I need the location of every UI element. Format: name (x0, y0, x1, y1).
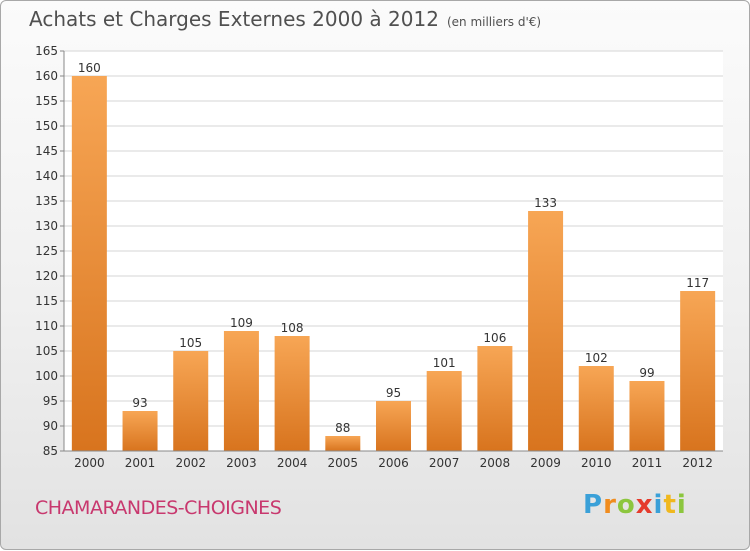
y-tick-label: 140 (35, 169, 58, 183)
data-label: 160 (78, 61, 101, 75)
x-tick-label: 2001 (125, 456, 156, 470)
y-tick-label: 110 (35, 319, 58, 333)
data-label: 133 (534, 196, 557, 210)
x-tick-label: 2003 (226, 456, 257, 470)
y-tick-label: 85 (43, 444, 58, 458)
x-tick-label: 2000 (74, 456, 105, 470)
bars (71, 76, 716, 451)
y-tick-label: 130 (35, 219, 58, 233)
x-tick-label: 2006 (378, 456, 409, 470)
y-tick-label: 90 (43, 419, 58, 433)
bar-2006 (376, 401, 411, 451)
logo-letter: t (663, 490, 677, 520)
x-tick-label: 2005 (328, 456, 359, 470)
y-tick-label: 115 (35, 294, 58, 308)
x-tick-label: 2004 (277, 456, 308, 470)
data-label: 102 (585, 351, 608, 365)
bar-2011 (629, 381, 665, 451)
data-label: 93 (132, 396, 147, 410)
bar-2012 (680, 291, 716, 451)
y-tick-label: 165 (35, 44, 58, 58)
bar-2009 (528, 211, 564, 451)
x-tick-label: 2010 (581, 456, 612, 470)
x-tick-label: 2012 (682, 456, 713, 470)
y-tick-label: 135 (35, 194, 58, 208)
town-name: CHAMARANDES-CHOIGNES (35, 497, 282, 519)
x-tick-label: 2008 (480, 456, 511, 470)
bar-2005 (325, 436, 361, 451)
y-tick-label: 150 (35, 119, 58, 133)
x-tick-label: 2007 (429, 456, 460, 470)
y-tick-label: 155 (35, 94, 58, 108)
y-tick-label: 100 (35, 369, 58, 383)
logo-letter: o (616, 490, 636, 520)
data-label: 109 (230, 316, 253, 330)
y-tick-label: 105 (35, 344, 58, 358)
data-labels: 160 93 105 109 108 88 95 101 106 133 102 99 117 (78, 61, 709, 435)
logo-letter: r (603, 490, 617, 520)
y-tick-label: 125 (35, 244, 58, 258)
proxiti-logo: Proxiti (583, 490, 687, 520)
x-axis: 2000 2001 2002 2003 2004 2005 2006 2007 2008 2009… (74, 456, 713, 470)
logo-letter: P (583, 490, 604, 520)
bar-2004 (274, 336, 310, 451)
chart-title: Achats et Charges Externes 2000 à 2012 (e… (29, 7, 541, 31)
data-label: 99 (639, 366, 654, 380)
bar-2001 (122, 411, 158, 451)
bar-2010 (578, 366, 614, 451)
bar-2007 (426, 371, 462, 451)
bar-2008 (477, 346, 513, 451)
data-label: 101 (433, 356, 456, 370)
y-tick-label: 145 (35, 144, 58, 158)
y-tick-label: 120 (35, 269, 58, 283)
y-tick-label: 160 (35, 69, 58, 83)
logo-letter: i (653, 490, 664, 520)
x-tick-label: 2011 (632, 456, 663, 470)
bar-2002 (173, 351, 209, 451)
data-label: 105 (179, 336, 202, 350)
bar-2000 (71, 76, 107, 451)
data-label: 88 (335, 421, 350, 435)
bar-2003 (223, 331, 259, 451)
logo-letter: x (635, 490, 654, 520)
chart-title-unit: (en milliers d'€) (446, 15, 542, 29)
data-label: 117 (686, 276, 709, 290)
logo-letter: i (676, 490, 687, 520)
y-tick-label: 95 (43, 394, 58, 408)
x-tick-label: 2009 (530, 456, 561, 470)
chart-title-main: Achats et Charges Externes 2000 à 2012 (29, 7, 439, 31)
data-label: 106 (483, 331, 506, 345)
y-axis: 85 90 95 100 105 110 115 120 125 130 135 140 145 150 1… (35, 44, 723, 458)
data-label: 95 (386, 386, 401, 400)
x-tick-label: 2002 (175, 456, 206, 470)
data-label: 108 (281, 321, 304, 335)
